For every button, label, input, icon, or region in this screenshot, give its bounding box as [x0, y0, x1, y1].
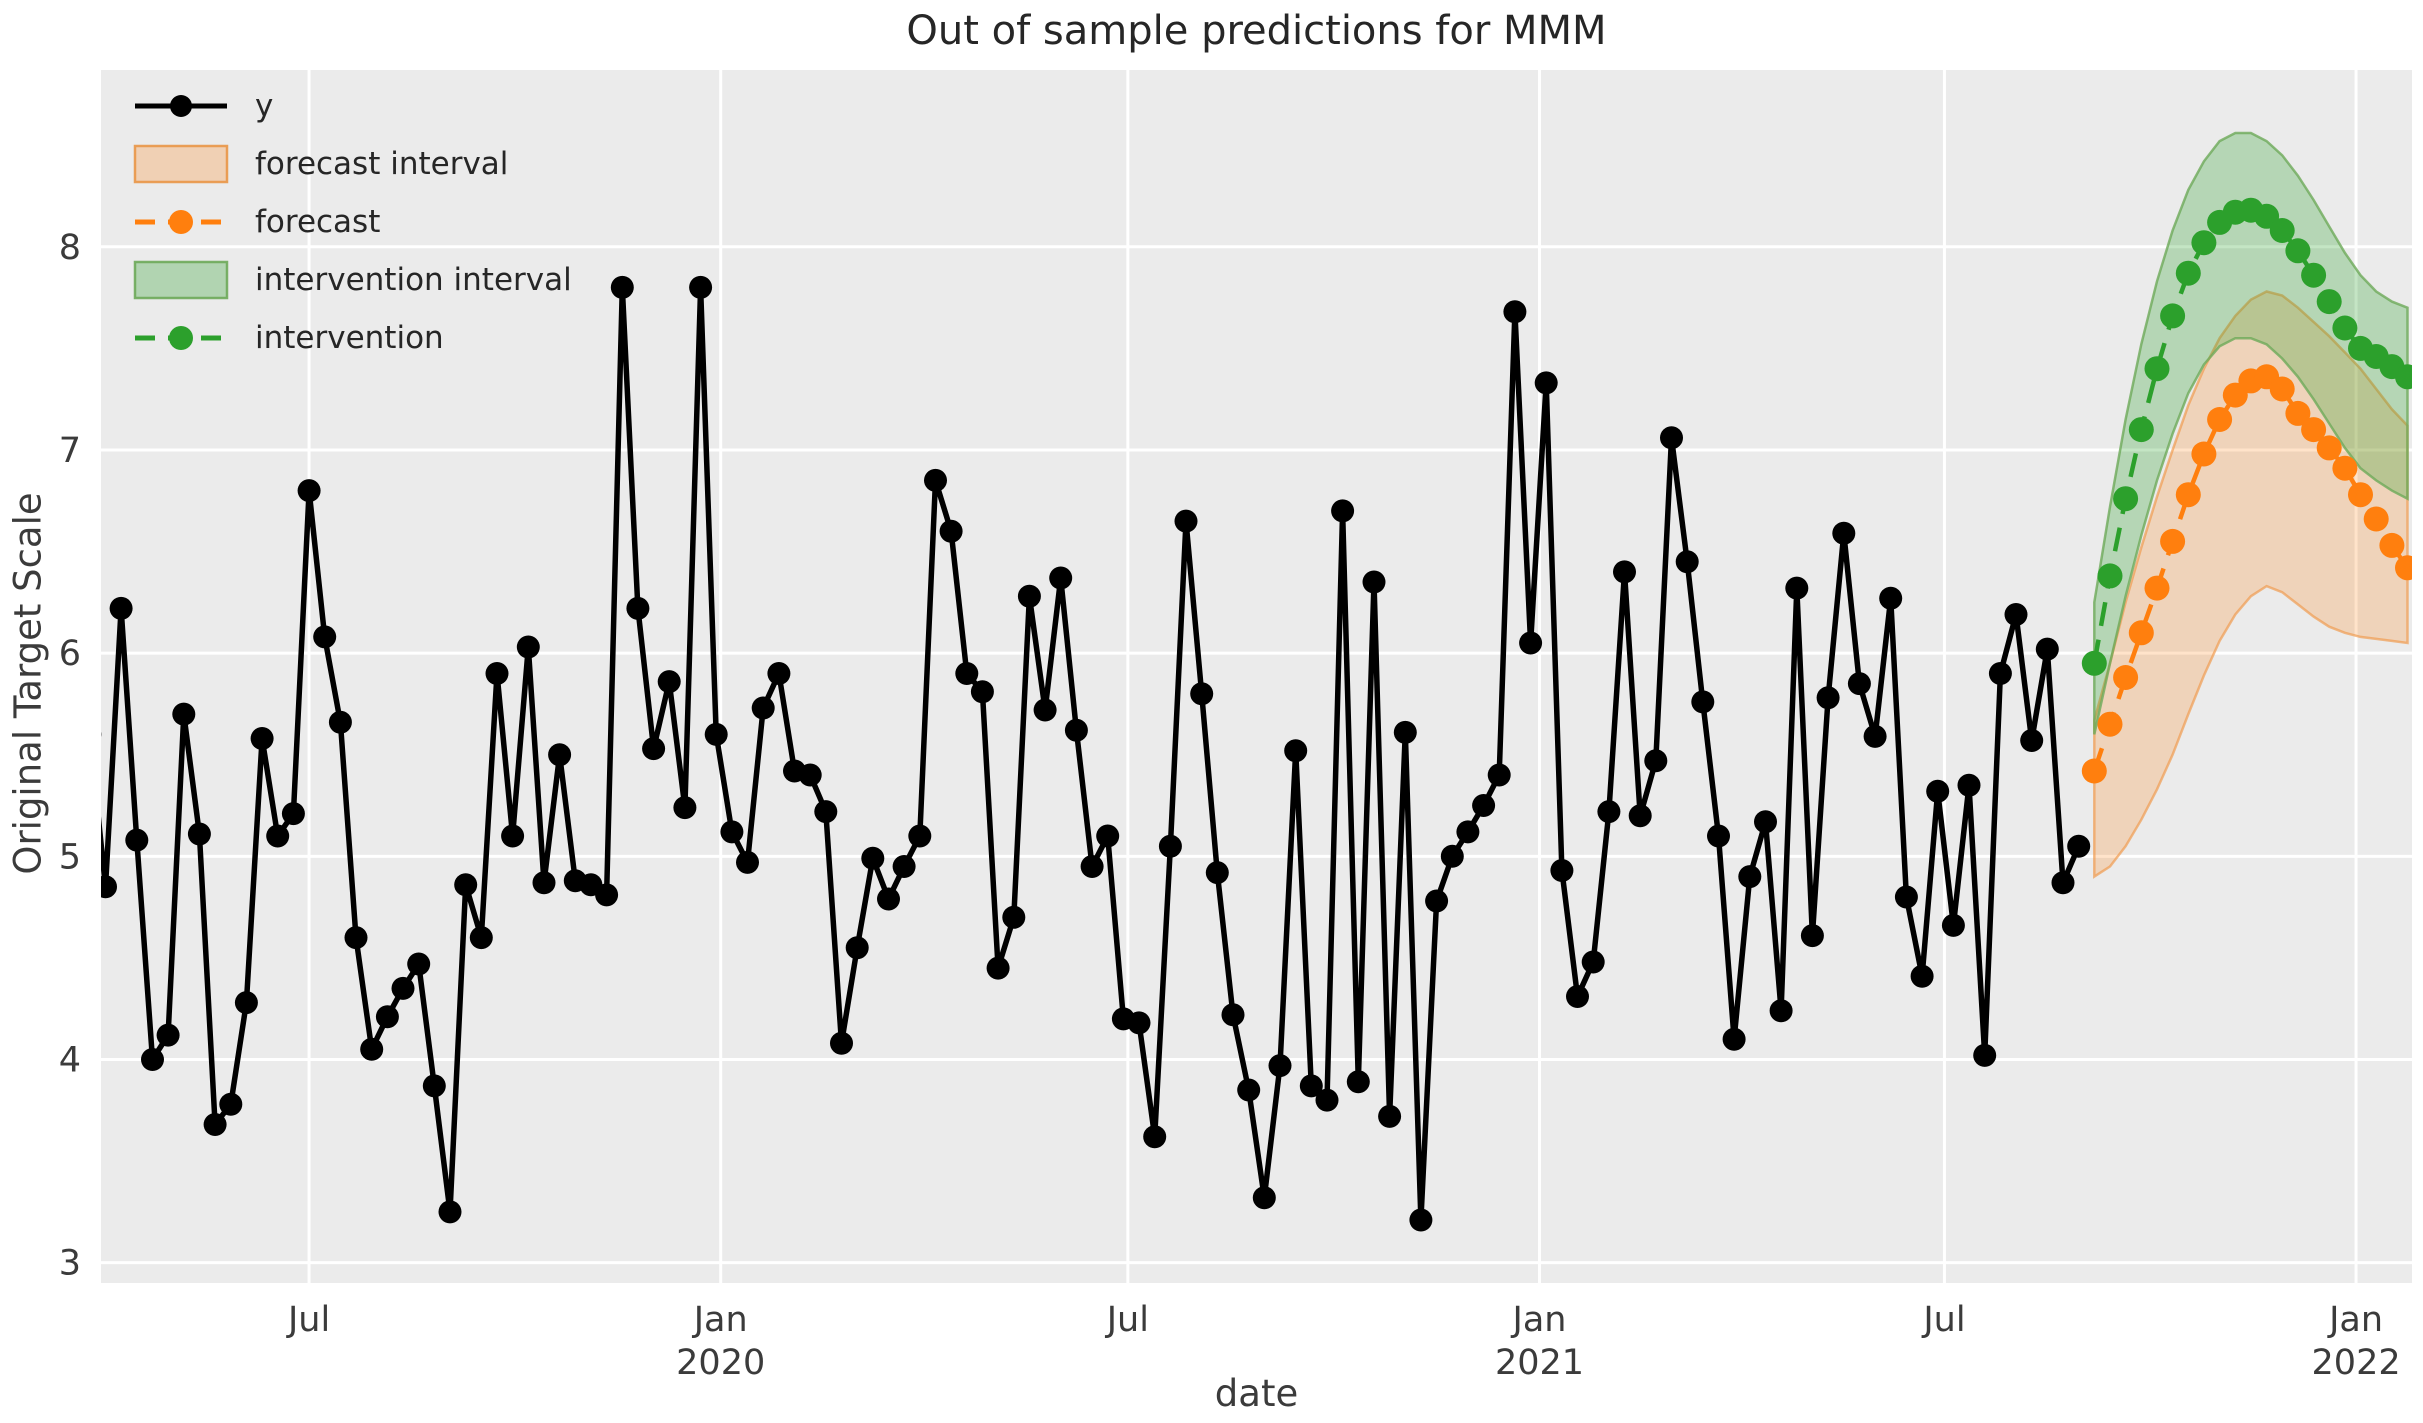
legend-item-intervention: intervention	[133, 316, 572, 360]
chart-title: Out of sample predictions for MMM	[906, 8, 1607, 54]
x-tick-label: Jul	[1105, 1300, 1149, 1340]
band-intervention-interval	[2093, 131, 2409, 735]
legend: y forecast interval forecast	[133, 84, 572, 360]
y-axis-label: Original Target Scale	[6, 492, 50, 875]
legend-label: intervention	[255, 320, 444, 356]
patch-icon	[133, 260, 229, 300]
legend-label: forecast	[255, 204, 381, 240]
legend-label: y	[255, 88, 274, 124]
patch-icon	[133, 144, 229, 184]
x-tick-label: Jan	[1511, 1300, 1567, 1340]
y-tick-label: 3	[59, 1244, 81, 1284]
dash-marker-icon	[133, 207, 229, 237]
series-y	[101, 275, 2091, 1232]
y-tick-label: 8	[59, 228, 81, 268]
legend-label: intervention interval	[255, 262, 572, 298]
y-tick-label: 5	[59, 837, 81, 877]
y-tick-label: 4	[59, 1040, 81, 1080]
dash-marker-icon	[133, 323, 229, 353]
y-tick-label: 7	[59, 431, 81, 471]
series-intervention	[2081, 197, 2412, 676]
x-tick-label: 2022	[2312, 1343, 2401, 1383]
x-tick-label: 2020	[676, 1343, 765, 1383]
x-tick-label: Jul	[286, 1300, 330, 1340]
x-axis-label: date	[1214, 1372, 1299, 1415]
legend-item-forecast: forecast	[133, 200, 572, 244]
legend-item-forecast-interval: forecast interval	[133, 142, 572, 186]
legend-label: forecast interval	[255, 146, 509, 182]
series-forecast	[2081, 364, 2412, 784]
x-tick-label: Jan	[692, 1300, 748, 1340]
x-tick-label: Jan	[2327, 1300, 2383, 1340]
y-tick-label: 6	[59, 634, 81, 674]
legend-item-y: y	[133, 84, 572, 128]
legend-item-intervention-interval: intervention interval	[133, 258, 572, 302]
x-tick-label: 2021	[1495, 1343, 1584, 1383]
x-tick-label: Jul	[1921, 1300, 1965, 1340]
line-marker-icon	[133, 91, 229, 121]
